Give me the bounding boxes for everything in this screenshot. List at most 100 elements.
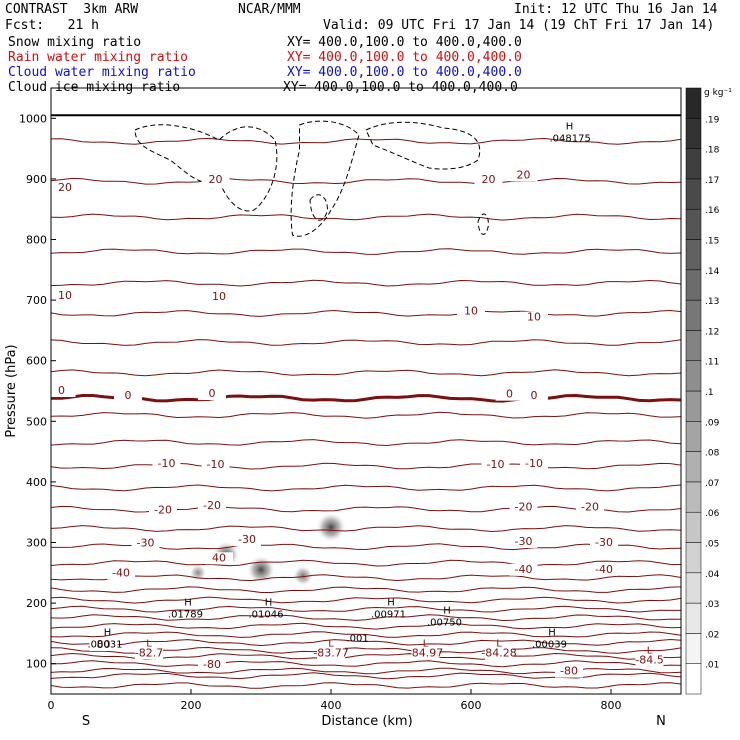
y-tick-label-1: 200: [26, 597, 47, 610]
snow-plume-0: [189, 564, 207, 582]
x-tick-label-0: 0: [48, 699, 55, 712]
label-bg-24: [47, 385, 76, 398]
isotherm-line-9: [51, 614, 681, 622]
isotherm-label-26: 0: [209, 387, 216, 400]
low-mark-5: L: [496, 638, 502, 649]
label-bg-28: [520, 389, 548, 402]
colorbar-level-4: .05: [705, 540, 719, 550]
label-bg-18: [509, 501, 538, 514]
ice-max-value-3: .001: [347, 633, 369, 644]
isotherm-line-18: [51, 484, 681, 492]
colorbar-swatch-10: [685, 360, 702, 392]
colorbar-level-17: .18: [705, 146, 720, 156]
y-tick-label-3: 400: [26, 476, 47, 489]
isotherm-label-23: -10: [525, 457, 543, 470]
isotherm-line-30: [51, 137, 681, 145]
label-bg-13: [233, 534, 261, 547]
colorbar-swatch-5: [685, 511, 702, 543]
label-bg-10: [509, 563, 538, 576]
ice-max-value-0: .00031: [88, 639, 123, 650]
ice-max-mark-4: H: [387, 598, 395, 609]
isotherm-line-16: [51, 525, 681, 533]
label-bg-34: [201, 174, 230, 187]
ice-contour-0: [134, 124, 278, 212]
field-snow-xy: XY= 400.0,100.0 to 400.0,400.0: [287, 35, 522, 50]
ice-contour-1: [290, 120, 360, 237]
label-bg-31: [457, 305, 485, 318]
valid-time: Valid: 09 UTC Fri 17 Jan 14 (19 ChT Fri …: [323, 18, 715, 33]
isotherm-line-12: [51, 586, 681, 593]
isotherm-label-0: 80: [97, 638, 111, 651]
label-bg-21: [201, 458, 230, 471]
colorbar-swatch-18: [685, 118, 702, 149]
label-bg-17: [198, 500, 226, 513]
isotherm-label-34: 20: [209, 173, 223, 186]
colorbar-level-14: .15: [705, 237, 719, 247]
x-tick-label-1: 200: [181, 699, 202, 712]
colorbar-level-11: .12: [705, 327, 719, 337]
ice-max-mark-0: H: [104, 627, 112, 638]
x-tick-label-4: 800: [601, 699, 622, 712]
ice-max-mark-2: H: [265, 598, 273, 609]
isotherm-label-19: -20: [581, 500, 599, 513]
label-bg-5: [485, 647, 513, 660]
label-bg-22: [481, 458, 510, 471]
isotherm-label-2: -80: [203, 658, 221, 671]
isotherm-label-10: -40: [515, 563, 533, 576]
isotherm-label-22: -10: [487, 458, 505, 471]
field-rain-xy: XY= 400.0,100.0 to 400.0,400.0: [287, 50, 522, 65]
isotherm-label-36: 20: [517, 168, 531, 181]
field-snow-name: Snow mixing ratio: [8, 35, 142, 50]
y-tick-label-9: 1000: [19, 112, 47, 125]
colorbar-level-3: .04: [705, 570, 720, 580]
ice-contour-4: [309, 194, 329, 221]
label-bg-32: [520, 311, 548, 324]
contour-labels: 80 L-82.7-80L-83.77L-84.97L-84.28-80L-84.…: [47, 121, 664, 678]
field-cloudwater-xy: XY= 400.0,100.0 to 400.0,400.0: [287, 65, 522, 80]
label-bg-30: [205, 291, 233, 304]
isotherm-line-20: [51, 439, 681, 447]
isotherm-label-15: -30: [595, 536, 613, 549]
label-bg-11: [590, 563, 618, 576]
label-bg-14: [509, 535, 538, 548]
isotherm-line-6: [51, 638, 681, 647]
label-bg-7: [635, 654, 664, 667]
isotherm-label-32: 10: [527, 311, 541, 324]
isotherm-label-24: 0: [58, 384, 65, 397]
y-tick-label-4: 500: [26, 415, 47, 428]
label-bg-33: [51, 182, 79, 195]
colorbar-swatch-16: [685, 178, 702, 210]
label-bg-16: [149, 504, 177, 517]
ice-max-value-1: .01789: [168, 610, 203, 621]
isotherm-label-13: -30: [238, 533, 256, 546]
isotherm-line-8: [51, 622, 681, 630]
isotherm-label-16: -20: [154, 503, 172, 516]
isotherm-line-0: [51, 682, 681, 689]
cloud-ice-contours: [134, 120, 490, 237]
forecast-hour: Fcst: 21 h: [5, 18, 99, 33]
colorbar-level-18: .19: [705, 115, 720, 125]
colorbar-level-2: .03: [705, 600, 719, 610]
ice-max-value-7: .048175: [550, 133, 591, 144]
label-bg-1: [135, 647, 163, 660]
isotherm-line-7: [51, 631, 681, 638]
colorbar-swatch-12: [685, 299, 702, 331]
isotherm-line-21: [51, 411, 681, 419]
y-tick-label-8: 900: [26, 173, 47, 186]
chart-title: CONTRAST 3km ARW: [5, 2, 139, 17]
label-bg-4: [411, 647, 440, 660]
colorbar-swatch-4: [685, 542, 702, 574]
colorbar-swatch-0: [685, 663, 702, 695]
colorbar-level-12: .13: [705, 297, 719, 307]
y-tick-label-2: 300: [26, 537, 47, 550]
label-bg-3: [317, 647, 345, 660]
isotherm-label-18: -20: [515, 500, 533, 513]
label-bg-35: [474, 174, 503, 187]
isotherm-line-28: [51, 213, 681, 221]
colorbar-swatch-3: [685, 572, 702, 604]
isotherm-label-7: -84.5: [635, 654, 663, 667]
isotherm-label-29: 10: [58, 289, 72, 302]
colorbar-level-8: .09: [705, 418, 720, 428]
isotherm-line-22: [51, 393, 681, 403]
